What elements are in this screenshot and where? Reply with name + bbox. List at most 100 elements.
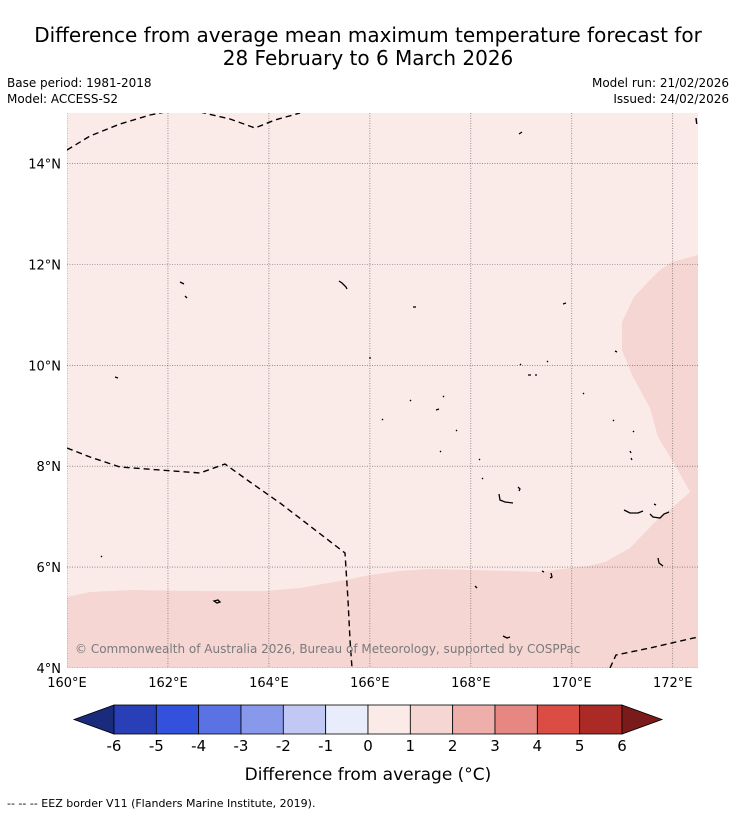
- footnote-eez: -- -- -- EEZ border V11 (Flanders Marine…: [7, 797, 316, 810]
- colorbar-tick-label: 4: [533, 737, 543, 755]
- island: [439, 450, 442, 453]
- island: [100, 555, 103, 558]
- island: [212, 599, 222, 604]
- island: [632, 430, 635, 433]
- island: [657, 557, 664, 567]
- colorbar-swatch: [494, 704, 538, 735]
- colorbar-swatch: [579, 704, 623, 735]
- model-name: Model: ACCESS-S2: [7, 92, 119, 106]
- islands: [100, 131, 670, 639]
- eez-borders: [67, 113, 698, 668]
- colorbar-swatch: [113, 704, 157, 735]
- base-period: Base period: 1981-2018: [7, 76, 152, 90]
- meta-left: Base period: 1981-2018 Model: ACCESS-S2: [7, 75, 152, 107]
- island: [478, 458, 481, 461]
- island: [623, 509, 644, 514]
- island: [541, 570, 545, 573]
- island: [582, 392, 585, 395]
- island: [649, 511, 670, 519]
- copyright-notice: © Commonwealth of Australia 2026, Bureau…: [75, 642, 580, 656]
- lon-tick-label: 160°E: [47, 676, 87, 691]
- colorbar-tick-label: 1: [406, 737, 416, 755]
- colorbar-swatch: [198, 704, 242, 735]
- colorbar-tick-label: -2: [276, 737, 291, 755]
- island: [455, 429, 458, 432]
- gridlines: [67, 113, 698, 668]
- colorbar-title: Difference from average (°C): [245, 765, 492, 785]
- island: [612, 419, 615, 422]
- eez-border-west: [67, 447, 353, 668]
- colorbar-tick-label: -1: [318, 737, 333, 755]
- colorbar-tick-label: 2: [448, 737, 458, 755]
- colorbar-swatch: [240, 704, 284, 735]
- colorbar-tick-label: -6: [107, 737, 122, 755]
- colorbar-tick-label: -5: [149, 737, 164, 755]
- issued-date: Issued: 24/02/2026: [613, 92, 729, 106]
- colorbar-tick-label: -3: [234, 737, 249, 755]
- island: [546, 360, 549, 363]
- map-figure: © Commonwealth of Australia 2026, Bureau…: [28, 113, 698, 785]
- lat-tick-label: 14°N: [28, 157, 61, 172]
- island: [498, 493, 514, 504]
- island: [474, 585, 478, 589]
- colorbar-swatch: [536, 704, 581, 735]
- island: [381, 418, 384, 421]
- anomaly-region-1-to-2-east: [588, 113, 698, 566]
- island: [517, 486, 521, 492]
- anomaly-region-1-to-2-south: [67, 566, 698, 668]
- eez-border-north-east: [695, 117, 698, 127]
- island: [614, 350, 618, 353]
- lat-tick-label: 6°N: [37, 561, 62, 576]
- colorbar-swatch: [409, 704, 454, 735]
- colorbar-tick-label: 3: [490, 737, 500, 755]
- lon-tick-label: 168°E: [451, 676, 491, 691]
- island: [338, 280, 348, 290]
- island: [518, 131, 523, 135]
- colorbar-extend-high: [621, 704, 664, 735]
- island: [549, 572, 553, 579]
- title-line-1: Difference from average mean maximum tem…: [34, 23, 702, 47]
- island: [435, 408, 440, 411]
- island: [184, 295, 188, 299]
- colorbar-tick-label: 6: [617, 737, 627, 755]
- island: [179, 281, 185, 285]
- lat-tick-label: 12°N: [28, 258, 61, 273]
- colorbar-swatch: [325, 704, 369, 735]
- longitude-labels: 160°E 162°E 164°E 166°E 168°E 170°E 172°E: [47, 676, 692, 691]
- eez-border-south-east: [609, 636, 698, 668]
- model-run: Model run: 21/02/2026: [591, 76, 729, 90]
- map-area: © Commonwealth of Australia 2026, Bureau…: [67, 113, 698, 668]
- colorbar-swatch: [367, 704, 411, 735]
- lon-tick-label: 164°E: [249, 676, 289, 691]
- colorbar-tick-label: 5: [575, 737, 585, 755]
- colorbar-extend-low: [72, 704, 115, 735]
- colorbar-swatch: [452, 704, 496, 735]
- island: [653, 503, 657, 506]
- island: [502, 635, 511, 639]
- island: [442, 395, 445, 398]
- island: [114, 376, 119, 379]
- title-line-2: 28 February to 6 March 2026: [222, 46, 514, 70]
- island: [481, 477, 484, 480]
- lat-tick-label: 4°N: [37, 662, 62, 677]
- colorbar-tick-label: 0: [363, 737, 373, 755]
- lon-tick-label: 170°E: [552, 676, 592, 691]
- lon-tick-label: 166°E: [350, 676, 390, 691]
- colorbar-tick-label: -4: [191, 737, 206, 755]
- latitude-labels: 4°N 6°N 8°N 10°N 12°N 14°N: [28, 157, 61, 677]
- eez-border-north-1: [67, 113, 164, 151]
- eez-border-north-2: [201, 113, 301, 129]
- colorbar: -6 -5 -4 -3 -2 -1 0 1 2 3 4 5 6: [72, 704, 664, 755]
- meta-right: Model run: 21/02/2026 Issued: 24/02/2026: [592, 75, 729, 107]
- island: [629, 450, 633, 461]
- lat-tick-label: 8°N: [37, 460, 62, 475]
- island: [519, 363, 522, 366]
- island: [409, 399, 412, 402]
- lat-tick-label: 10°N: [28, 359, 61, 374]
- island: [562, 302, 567, 305]
- map-title: Difference from average mean maximum tem…: [0, 24, 736, 70]
- colorbar-swatch: [155, 704, 200, 735]
- lon-tick-label: 172°E: [653, 676, 693, 691]
- colorbar-swatch: [282, 704, 327, 735]
- lon-tick-label: 162°E: [148, 676, 188, 691]
